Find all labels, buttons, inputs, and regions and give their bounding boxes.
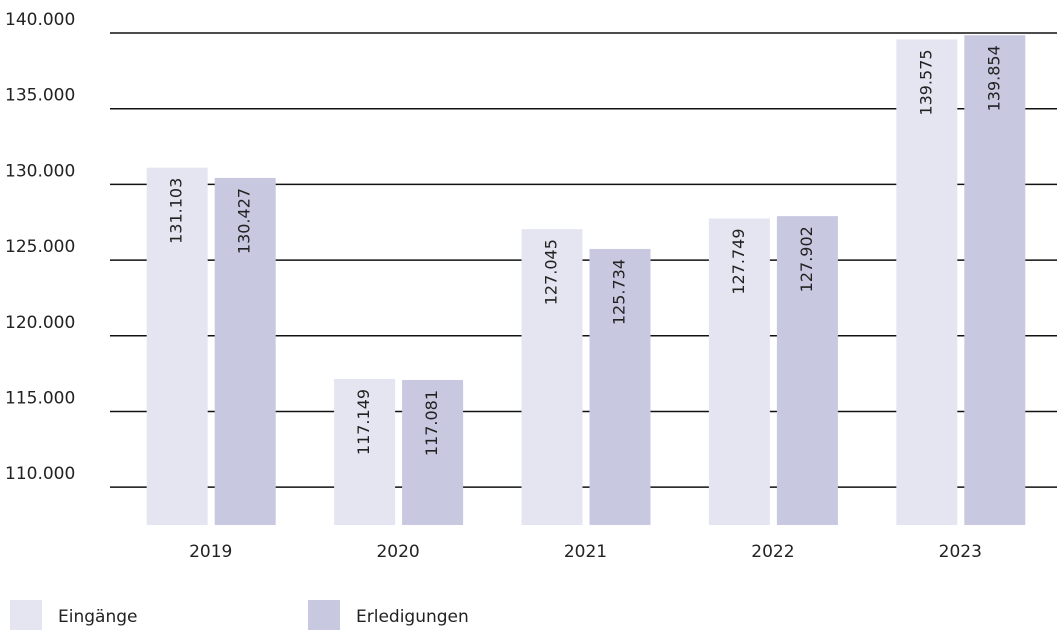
value-label: 139.854 [984, 45, 1003, 111]
value-label: 127.749 [729, 228, 748, 294]
legend-swatch [308, 600, 340, 630]
bar [334, 378, 396, 525]
value-label: 130.427 [235, 188, 254, 254]
bar [708, 218, 770, 525]
y-tick-label: 120.000 [5, 313, 75, 333]
y-tick-label: 140.000 [5, 10, 75, 30]
bar [776, 216, 838, 525]
legend-swatch [10, 600, 42, 630]
bar [214, 177, 276, 526]
y-tick-label: 115.000 [5, 388, 75, 408]
value-label: 125.734 [610, 259, 629, 325]
value-label: 127.902 [797, 226, 816, 292]
legend-label: Eingänge [58, 607, 137, 627]
y-tick-label: 135.000 [5, 86, 75, 106]
x-tick-label: 2023 [939, 542, 982, 562]
bar [402, 379, 464, 525]
legend-label: Erledigungen [356, 607, 469, 627]
x-tick-label: 2021 [564, 542, 607, 562]
value-label: 117.149 [354, 389, 373, 455]
bar [146, 167, 208, 525]
x-tick-label: 2022 [751, 542, 794, 562]
bar [589, 248, 651, 526]
bar [896, 39, 958, 526]
value-label: 139.575 [916, 49, 935, 115]
value-label: 127.045 [542, 239, 561, 305]
y-tick-label: 125.000 [5, 237, 75, 257]
value-label: 117.081 [422, 390, 441, 456]
x-tick-label: 2020 [376, 542, 419, 562]
value-label: 131.103 [167, 178, 186, 244]
y-tick-label: 130.000 [5, 161, 75, 181]
x-tick-label: 2019 [189, 542, 232, 562]
bar [964, 35, 1026, 526]
bar [521, 229, 583, 525]
y-tick-label: 110.000 [5, 464, 75, 484]
